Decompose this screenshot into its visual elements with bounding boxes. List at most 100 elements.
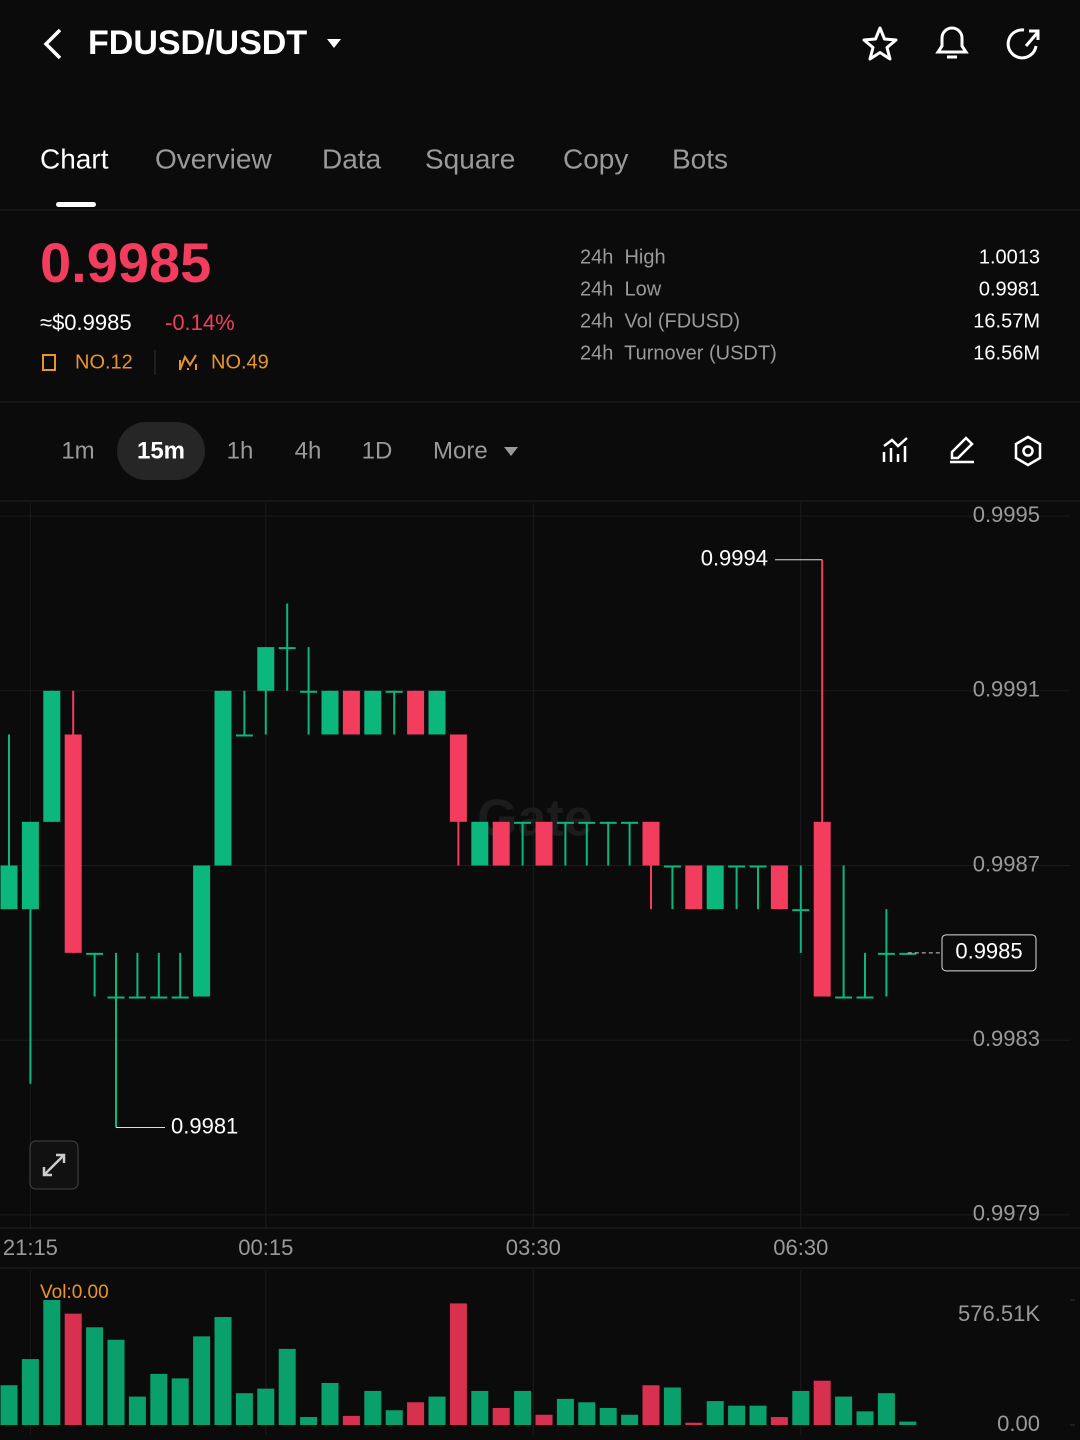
y-tick-label: 0.9987 [973,851,1040,876]
more-dropdown[interactable] [504,447,518,456]
volume-bar [471,1390,489,1425]
volume-bar [214,1317,232,1425]
candle-body [471,821,489,866]
candle-body [214,690,232,866]
candle-body [171,996,189,999]
candle-body [385,690,403,693]
candle-body [899,952,917,955]
tab[interactable]: Copy [563,143,628,174]
candle-body [0,865,18,910]
candle-body [321,690,339,735]
volume-bar [86,1327,104,1425]
pair-dropdown[interactable] [327,39,341,48]
candle-body [235,734,253,737]
candle-body [257,647,275,691]
volume-bar [728,1405,746,1425]
candle-body [449,734,467,822]
volume-bar [492,1407,510,1425]
volume-bar [193,1336,211,1425]
candle-body [514,821,532,824]
tab[interactable]: Data [322,143,382,174]
volume-bar [128,1396,146,1425]
rank-1[interactable]: NO.12 [75,351,133,373]
settings-icon[interactable] [1014,435,1042,467]
stat-value: 16.56M [973,342,1040,364]
candle-body [128,996,146,999]
stat-value: 1.0013 [979,246,1040,268]
volume-bar [428,1396,446,1425]
volume-bar [514,1390,532,1425]
candle-body [706,865,724,910]
x-tick-label: 03:30 [506,1235,561,1260]
candle-body [407,690,425,735]
candle-body [492,821,510,866]
volume-bar [257,1388,275,1425]
favorite-icon[interactable] [862,26,898,61]
y-tick-label: 0.9983 [973,1026,1040,1051]
candle-body [86,952,104,955]
candle-body [535,821,553,866]
y-tick-label: 0.9991 [973,677,1040,702]
volume-tick-label: 0.00 [997,1411,1040,1436]
stat-value: 16.57M [973,310,1040,332]
timeframe-more[interactable]: More [433,437,488,464]
candle-body [43,690,61,822]
pair-title[interactable]: FDUSD/USDT [88,24,307,62]
candle-body [770,865,788,910]
volume-bar [899,1421,917,1425]
volume-bar [43,1300,61,1425]
timeframe[interactable]: 15m [137,437,185,464]
share-icon[interactable] [1006,28,1040,60]
volume-bar [107,1339,125,1425]
candle-body [813,821,831,997]
candle-body [64,734,82,953]
candle-body [728,865,746,868]
candle-body [685,865,703,910]
volume-bar [706,1401,724,1425]
tab[interactable]: Square [425,143,515,174]
timeframe[interactable]: 4h [295,437,322,464]
volume-bar [792,1390,810,1425]
tab[interactable]: Overview [155,143,272,174]
volume-bar [300,1417,318,1425]
alert-icon[interactable] [935,26,969,59]
candle-body [193,865,211,997]
volume-bar [578,1402,596,1425]
tab-indicator [56,202,96,207]
candle-body [792,909,810,912]
volume-bar [64,1313,82,1425]
timeframe[interactable]: 1D [362,437,393,464]
candle-body [642,821,660,866]
rank-icon [179,354,197,371]
volume-bar [278,1348,296,1425]
candle-body [150,996,168,999]
indicator-icon[interactable] [882,437,908,462]
volume-label: Vol:0.00 [40,1282,109,1303]
timeframe[interactable]: 1m [61,437,94,464]
volume-bar [535,1414,553,1425]
rank-2[interactable]: NO.49 [211,351,269,373]
y-tick-label: 0.9979 [973,1201,1040,1226]
volume-bar [150,1373,168,1425]
tab[interactable]: Chart [40,143,109,174]
candle-body [278,647,296,650]
volume-bar [342,1415,360,1425]
usd-price: ≈$0.9985 [40,310,132,335]
volume-bar [621,1414,639,1425]
y-tick-label: 0.9995 [973,502,1040,527]
candle-body [428,690,446,735]
price-change: -0.14% [165,310,235,335]
volume-bar [21,1359,39,1425]
last-price-box [941,934,1037,972]
volume-bar [407,1402,425,1425]
tab[interactable]: Bots [672,143,728,174]
volume-bar [770,1417,788,1425]
low-marker-label: 0.9981 [171,1113,238,1138]
back-button[interactable] [43,28,62,60]
volume-bar [385,1410,403,1425]
timeframe[interactable]: 1h [227,437,254,464]
candle-body [556,821,574,824]
draw-icon[interactable] [950,436,974,464]
rank-icon [42,354,56,371]
